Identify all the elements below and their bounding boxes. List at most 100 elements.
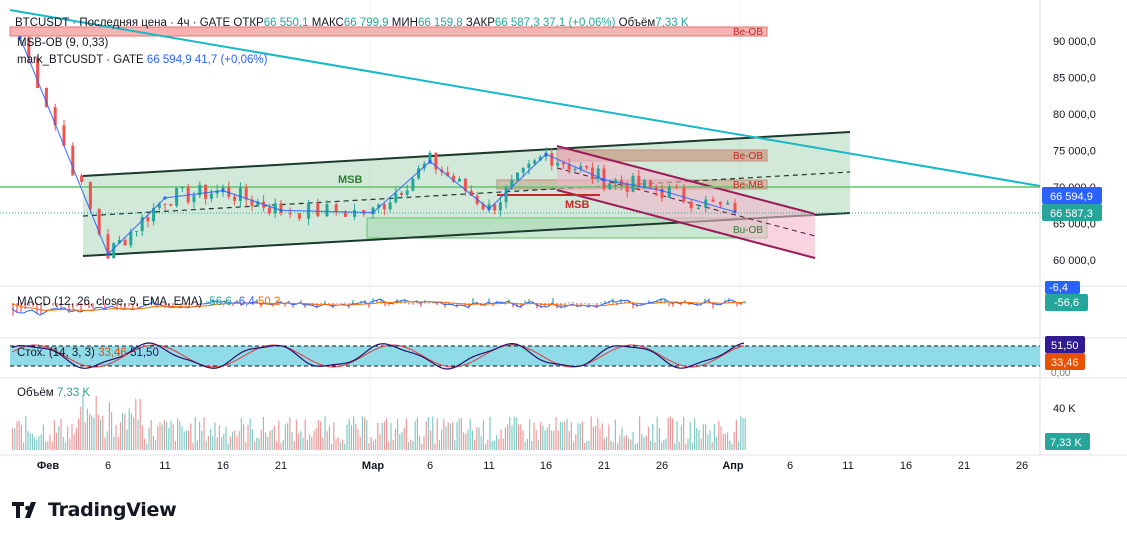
candle-body [733, 202, 737, 212]
legend-mark-label: mark_BTCUSDT · GATE [17, 54, 147, 66]
volume-bar [639, 416, 641, 450]
volume-bar [73, 434, 75, 450]
candle-body [106, 234, 110, 259]
volume-bar [267, 437, 269, 450]
trading-chart[interactable]: Be-OB Be-OB Be-MB Bu-OB MSB MSB 90 000,0 85 000… [0, 0, 1127, 490]
candle-body [400, 193, 403, 195]
volume-bar [630, 439, 632, 450]
volume-bar [221, 437, 223, 450]
volume-bar [478, 427, 480, 450]
candle-body [498, 202, 502, 211]
candle-body [267, 207, 271, 213]
volume-bar [713, 424, 715, 450]
macd-hist-bar [664, 299, 666, 304]
volume-bar [555, 416, 557, 450]
volume-bar [548, 424, 550, 450]
candle-body [209, 193, 213, 199]
macd-hist-bar [92, 303, 94, 309]
volume-bar [469, 418, 471, 450]
volume-bar [64, 442, 66, 450]
volume-bar [564, 421, 566, 450]
tradingview-icon [12, 502, 36, 518]
price-point [544, 152, 548, 156]
volume-bar [45, 442, 47, 450]
macd-badge-top-text: -6,4 [1049, 282, 1068, 294]
macd-hist-bar [332, 303, 334, 309]
volume-bar [324, 416, 326, 450]
volume-bar [711, 442, 713, 450]
volume-bar [566, 419, 568, 450]
volume-bar [443, 419, 445, 450]
volume-bar [735, 419, 737, 450]
legend-close-label: ЗАКР [466, 17, 495, 29]
volume-bar [665, 438, 667, 450]
volume-bar [190, 423, 192, 450]
volume-bar [414, 421, 416, 450]
candle-body [538, 156, 542, 161]
candle-body [44, 88, 48, 108]
volume-bar [313, 430, 315, 450]
macd-hist-bar [584, 303, 586, 304]
macd-hist-bar [72, 303, 74, 310]
macd-hist-bar [740, 303, 742, 306]
volume-bar [691, 443, 693, 450]
volume-bar [421, 443, 423, 450]
volume-bar [685, 443, 687, 450]
volume-bar [137, 419, 139, 450]
legend-low-label: МИН [392, 17, 418, 29]
volume-bar [698, 430, 700, 450]
volume-bar [278, 420, 280, 450]
volume-bar [595, 425, 597, 450]
candle-body [377, 204, 381, 208]
volume-bar [97, 414, 99, 450]
price-point [221, 189, 225, 193]
pink-channel-lower [556, 189, 816, 259]
macd-hist-bar [108, 303, 110, 304]
legend-close-value: 66 587,3 [495, 17, 543, 29]
candle-body [405, 190, 409, 195]
candle-body [215, 190, 219, 194]
candle-body [163, 203, 167, 205]
candle-body [718, 201, 722, 205]
volume-bar [84, 422, 86, 450]
macd-hist-bar [36, 303, 38, 314]
volume-bar [650, 440, 652, 450]
candle-body [689, 201, 693, 209]
time-tick-label: 6 [105, 460, 111, 472]
stoch-badge-d-text: 51,50 [1051, 340, 1079, 352]
macd-hist-bar [52, 303, 54, 306]
volume-bar [309, 434, 311, 450]
macd-hist-bar [336, 303, 338, 304]
macd-hist-bar [44, 303, 46, 307]
volume-bar [58, 426, 60, 450]
volume-bar [700, 438, 702, 450]
volume-bar [683, 416, 685, 450]
volume-bar [689, 422, 691, 450]
volume-bar [155, 440, 157, 450]
macd-hist-bar [304, 303, 306, 308]
volume-bar [359, 436, 361, 450]
volume-bar [183, 431, 185, 450]
macd-badge-bottom-text: -56,6 [1054, 297, 1079, 309]
tradingview-logo[interactable]: TradingView [12, 497, 177, 523]
volume-bar [339, 442, 341, 450]
volume-bar [597, 418, 599, 450]
tradingview-wordmark: TradingView [48, 499, 177, 521]
volume-bar [656, 416, 658, 450]
time-tick-label: Фев [37, 460, 60, 472]
macd-legend: MACD (12, 26, close, 9, EMA, EMA) -56,6 … [17, 296, 280, 308]
macd-hist-bar [712, 303, 714, 309]
candle-body [288, 213, 292, 215]
volume-bar [634, 443, 636, 450]
macd-hist-bar [48, 303, 50, 305]
macd-hist-bar [668, 303, 670, 307]
macd-hist-bar [408, 303, 410, 305]
volume-bar [663, 439, 665, 450]
volume-bar [179, 420, 181, 450]
candle-body [660, 190, 664, 198]
price-point [18, 35, 22, 39]
macd-hist-bar [412, 303, 414, 305]
macd-hist-bar [132, 303, 134, 309]
volume-bar [452, 422, 454, 450]
